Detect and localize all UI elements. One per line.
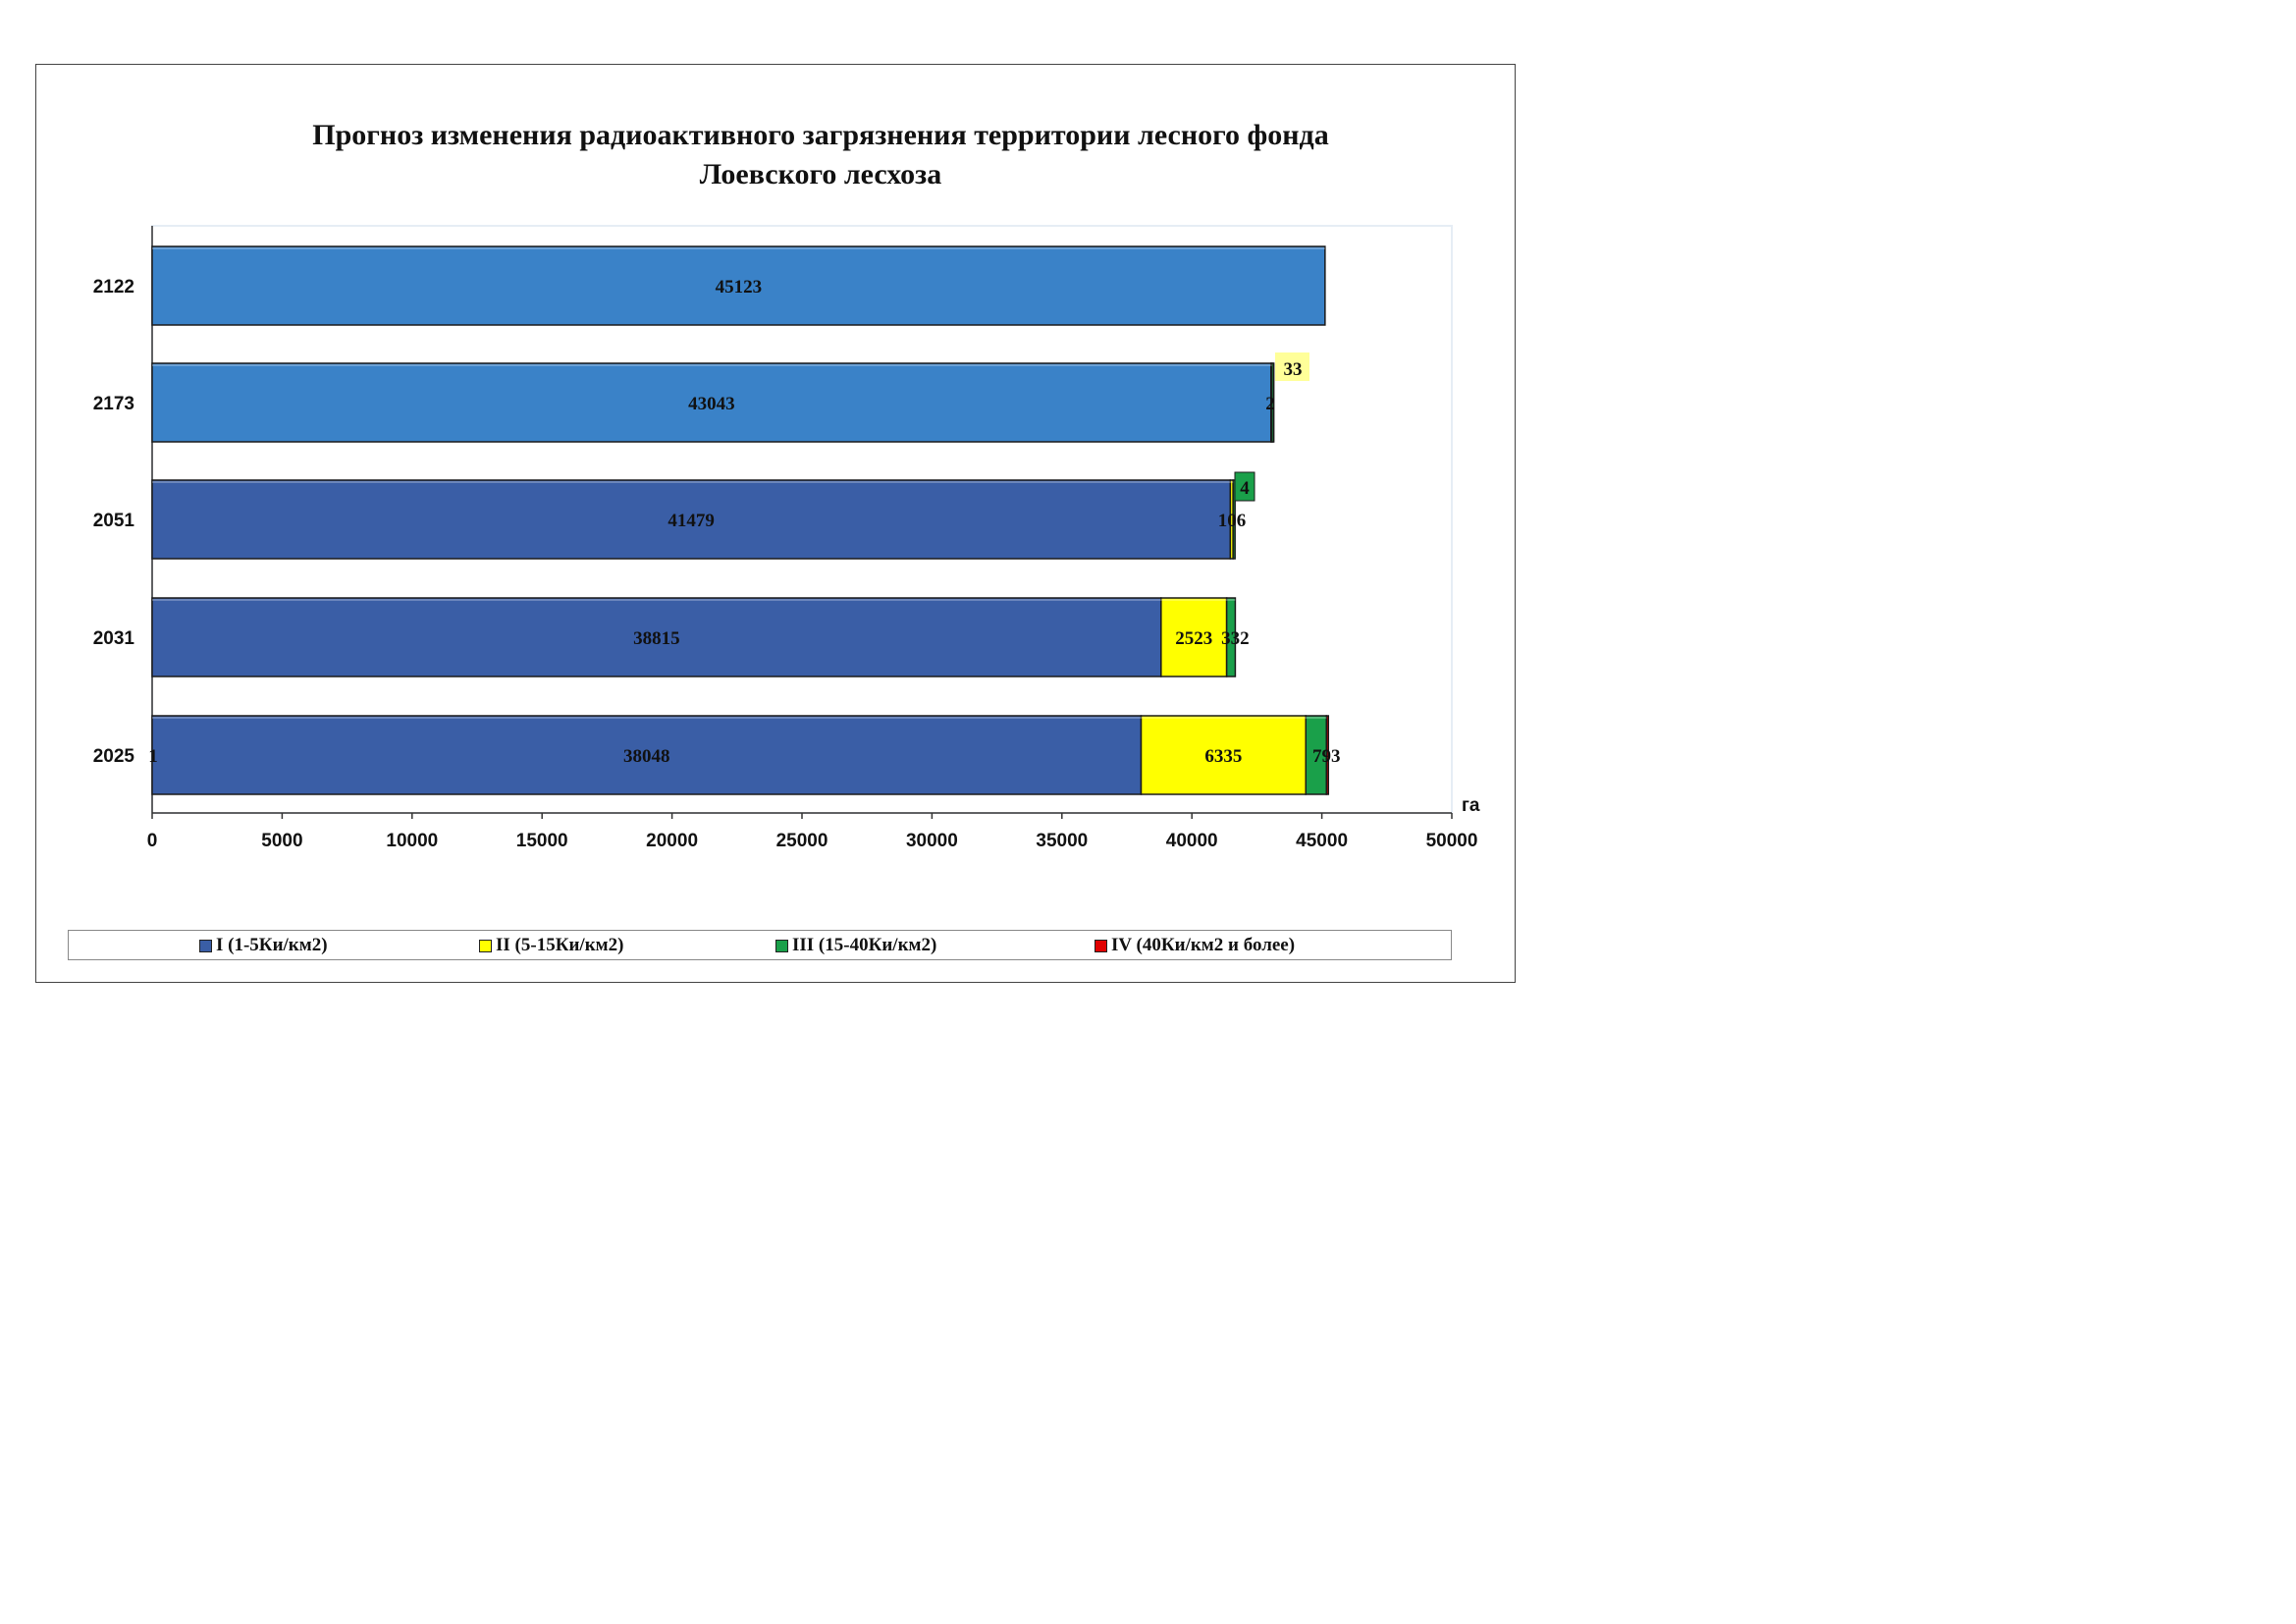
data-label: 45123 — [716, 277, 763, 298]
callout-box — [1275, 352, 1309, 381]
legend-item: I (1-5Ки/км2) — [199, 935, 328, 956]
category-label: 2031 — [93, 628, 135, 649]
legend-label: IV (40Ки/км2 и более) — [1111, 935, 1296, 955]
bar-segment — [1232, 479, 1236, 560]
data-label: 106 — [1218, 511, 1247, 531]
data-label: 332 — [1221, 628, 1250, 649]
data-label: 6335 — [1204, 746, 1242, 767]
x-tick-label: 0 — [147, 831, 158, 851]
data-label: 2523 — [1175, 628, 1212, 649]
bar-segment — [1325, 715, 1330, 795]
data-label: 43043 — [688, 394, 735, 414]
data-label: 41479 — [667, 511, 715, 531]
x-tick-label: 15000 — [516, 831, 568, 851]
legend-item: III (15-40Ки/км2) — [775, 935, 936, 956]
bar-segment — [151, 715, 1143, 795]
bar-segment — [151, 245, 1326, 326]
data-label: 793 — [1312, 746, 1341, 767]
legend-swatch — [479, 939, 492, 952]
bar-segment — [1225, 597, 1237, 677]
bar-segment — [1270, 362, 1275, 443]
legend-item: IV (40Ки/км2 и более) — [1095, 935, 1295, 956]
legend: I (1-5Ки/км2) II (5-15Ки/км2) III (15-40Ки… — [68, 930, 1452, 960]
data-label: 38048 — [623, 746, 670, 767]
chart-title: Прогноз изменения радиоактивного загрязн… — [312, 119, 1329, 190]
legend-label: I (1-5Ки/км2) — [216, 935, 328, 955]
x-tick-label: 50000 — [1426, 831, 1478, 851]
x-tick-label: 30000 — [906, 831, 958, 851]
x-tick-label: 35000 — [1036, 831, 1088, 851]
x-axis-unit: га — [1462, 795, 1480, 816]
bar-segment — [1160, 597, 1228, 677]
bar-segment — [151, 597, 1162, 677]
legend-label: II (5-15Ки/км2) — [496, 935, 624, 955]
legend-swatch — [1095, 939, 1107, 952]
x-tick-label: 5000 — [261, 831, 302, 851]
legend-item: II (5-15Ки/км2) — [479, 935, 623, 956]
x-tick-label: 25000 — [776, 831, 828, 851]
category-label: 2122 — [93, 277, 134, 298]
category-label: 2025 — [93, 746, 135, 767]
data-label: 33 — [1284, 359, 1303, 380]
data-label: 2 — [1265, 394, 1275, 414]
bar-chart: 0 5000 10000 15000 20000 25000 30000 35000 40000… — [93, 225, 1480, 851]
x-tick-label: 45000 — [1296, 831, 1348, 851]
category-label: 2051 — [93, 511, 135, 531]
callout-box — [1234, 471, 1255, 502]
legend-swatch — [775, 939, 788, 952]
data-label: 4 — [1240, 478, 1250, 499]
legend-label: III (15-40Ки/км2) — [792, 935, 937, 955]
data-label: 38815 — [633, 628, 680, 649]
x-tick-label: 10000 — [386, 831, 438, 851]
x-tick-label: 20000 — [646, 831, 698, 851]
category-label: 2173 — [93, 394, 134, 414]
data-label: 1 — [148, 746, 158, 767]
bar-segment — [151, 362, 1272, 443]
legend-swatch — [199, 939, 212, 952]
bar-segment — [151, 479, 1232, 560]
x-tick-label: 40000 — [1166, 831, 1218, 851]
